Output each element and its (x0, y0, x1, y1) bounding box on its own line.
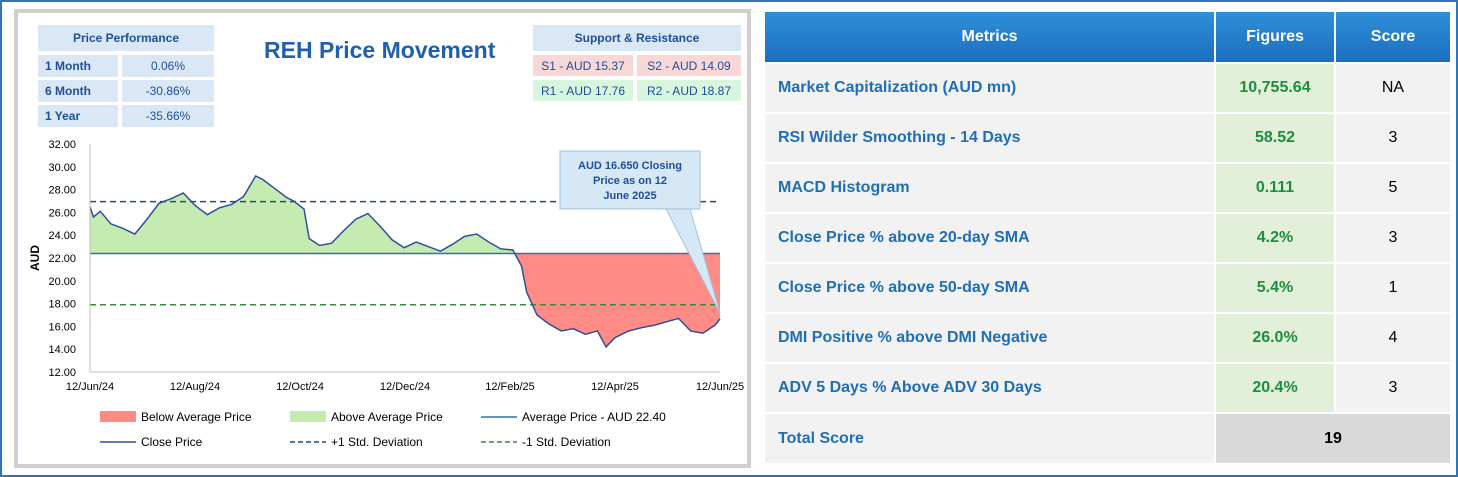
chart-title: REH Price Movement (264, 37, 496, 63)
table-row: MACD Histogram 0.111 5 (765, 162, 1452, 213)
metric-score: 3 (1335, 212, 1452, 263)
legend-swatch (100, 411, 136, 422)
metrics-table: Metrics Figures Score Market Capitalizat… (765, 12, 1452, 463)
total-score-label: Total Score (765, 412, 1216, 463)
total-score-row: Total Score 19 (765, 412, 1452, 463)
close-series-layer (89, 174, 721, 349)
legend-swatch (290, 411, 326, 422)
metric-name: ADV 5 Days % Above ADV 30 Days (765, 362, 1216, 413)
y-axis-label: AUD (28, 245, 42, 271)
y-tick-label: 28.00 (48, 185, 76, 197)
legend-label: Close Price (141, 435, 203, 449)
metric-figure: 26.0% (1215, 312, 1336, 363)
legend-label: Below Average Price (141, 410, 252, 424)
x-tick-label: 12/Aug/24 (170, 381, 220, 393)
y-tick-label: 18.00 (48, 299, 76, 311)
y-tick-label: 20.00 (48, 276, 76, 288)
metric-name: RSI Wilder Smoothing - 14 Days (765, 112, 1216, 163)
metric-score: 1 (1335, 262, 1452, 313)
price-chart: 12.00 14.00 16.00 18.00 20.00 22.00 24.00 26.00… (28, 139, 744, 449)
x-tick-label: 12/Oct/24 (276, 381, 324, 393)
metric-figure: 58.52 (1215, 112, 1336, 163)
metric-score: 3 (1335, 112, 1452, 163)
legend-label: +1 Std. Deviation (331, 435, 423, 449)
x-tick-label: 12/Jun/25 (696, 381, 744, 393)
table-row: Market Capitalization (AUD mn) 10,755.64… (765, 62, 1452, 113)
y-tick-label: 14.00 (48, 344, 76, 356)
x-tick-label: 12/Feb/25 (485, 381, 535, 393)
metric-name: Close Price % above 20-day SMA (765, 212, 1216, 263)
resistance-2: R2 - AUD 18.87 (637, 80, 741, 101)
table-row: Close Price % above 20-day SMA 4.2% 3 (765, 212, 1452, 263)
table-row: ADV 5 Days % Above ADV 30 Days 20.4% 3 (765, 362, 1452, 413)
legend-label: Average Price - AUD 22.40 (522, 410, 666, 424)
metric-score: NA (1335, 62, 1452, 113)
support-1: S1 - AUD 15.37 (533, 55, 633, 76)
metric-name: Close Price % above 50-day SMA (765, 262, 1216, 313)
y-tick-label: 32.00 (48, 139, 76, 151)
metric-figure: 0.111 (1215, 162, 1336, 213)
header-figures: Figures (1215, 12, 1336, 63)
metric-figure: 4.2% (1215, 212, 1336, 263)
metric-figure: 20.4% (1215, 362, 1336, 413)
legend-label: Above Average Price (331, 410, 443, 424)
header-metrics: Metrics (765, 12, 1216, 63)
callout-text: Price as on 12 (593, 175, 667, 187)
total-score-value: 19 (1215, 412, 1452, 463)
x-tick-label: 12/Dec/24 (380, 381, 430, 393)
closing-price-callout: AUD 16.650 Closing Price as on 12 June 202… (559, 150, 721, 314)
perf-label: 6 Month (38, 80, 118, 102)
resistance-1: R1 - AUD 17.76 (533, 80, 633, 101)
callout-box (559, 150, 701, 210)
legend-label: -1 Std. Deviation (522, 435, 611, 449)
chart-legend: Below Average Price Above Average Price Av… (100, 410, 666, 449)
support-resistance-title: Support & Resistance (533, 25, 741, 51)
perf-value: 0.06% (122, 55, 214, 77)
header-score: Score (1335, 12, 1452, 63)
y-tick-label: 24.00 (48, 230, 76, 242)
metric-score: 3 (1335, 362, 1452, 413)
table-row: Close Price % above 50-day SMA 5.4% 1 (765, 262, 1452, 313)
metric-score: 5 (1335, 162, 1452, 213)
perf-label: 1 Month (38, 55, 118, 77)
y-tick-label: 22.00 (48, 253, 76, 265)
close-price-line (89, 174, 721, 349)
metric-name: MACD Histogram (765, 162, 1216, 213)
metric-figure: 10,755.64 (1215, 62, 1336, 113)
y-tick-label: 30.00 (48, 162, 76, 174)
perf-value: -30.86% (122, 80, 214, 102)
y-tick-label: 16.00 (48, 321, 76, 333)
callout-text: AUD 16.650 Closing (578, 160, 682, 172)
metric-name: DMI Positive % above DMI Negative (765, 312, 1216, 363)
axes-layer: 12.00 14.00 16.00 18.00 20.00 22.00 24.00 26.00… (48, 139, 744, 393)
below-average-area (514, 253, 720, 347)
callout-text: June 2025 (603, 190, 656, 202)
area-layer (90, 175, 720, 347)
table-row: RSI Wilder Smoothing - 14 Days 58.52 3 (765, 112, 1452, 163)
metrics-header-row: Metrics Figures Score (765, 12, 1452, 63)
y-tick-label: 26.00 (48, 207, 76, 219)
y-tick-label: 12.00 (48, 367, 76, 379)
metric-score: 4 (1335, 312, 1452, 363)
x-tick-label: 12/Apr/25 (591, 381, 639, 393)
perf-label: 1 Year (38, 105, 118, 127)
table-row: DMI Positive % above DMI Negative 26.0% … (765, 312, 1452, 363)
metric-name: Market Capitalization (AUD mn) (765, 62, 1216, 113)
metric-figure: 5.4% (1215, 262, 1336, 313)
x-tick-label: 12/Jun/24 (66, 381, 114, 393)
perf-value: -35.66% (122, 105, 214, 127)
above-average-area (90, 175, 515, 254)
support-2: S2 - AUD 14.09 (637, 55, 741, 76)
chart-panel: Price Performance 1 Month 0.06% 6 Month … (14, 9, 751, 468)
price-performance-title: Price Performance (38, 25, 214, 51)
metrics-panel: Metrics Figures Score Market Capitalizat… (765, 12, 1452, 464)
